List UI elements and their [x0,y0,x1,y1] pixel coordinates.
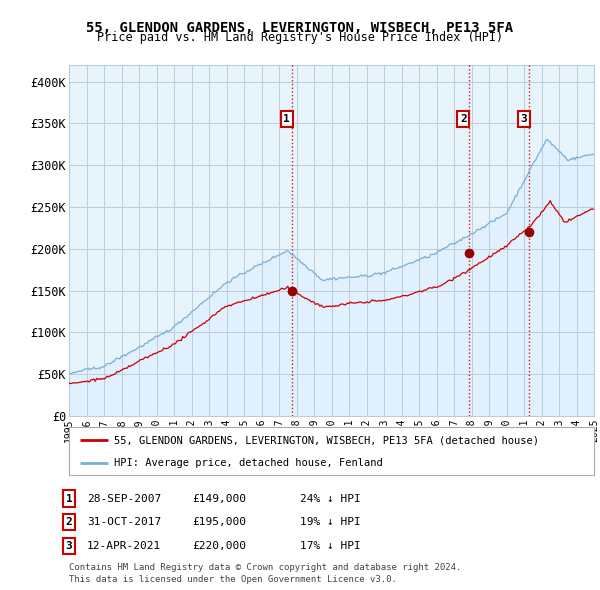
Text: 1: 1 [65,494,73,503]
Text: 1: 1 [284,114,290,124]
Text: 24% ↓ HPI: 24% ↓ HPI [300,494,361,503]
Text: 28-SEP-2007: 28-SEP-2007 [87,494,161,503]
Text: HPI: Average price, detached house, Fenland: HPI: Average price, detached house, Fenl… [113,458,382,468]
Text: 31-OCT-2017: 31-OCT-2017 [87,517,161,527]
Text: £220,000: £220,000 [192,541,246,550]
Text: £195,000: £195,000 [192,517,246,527]
Text: 3: 3 [65,541,73,550]
Text: Price paid vs. HM Land Registry's House Price Index (HPI): Price paid vs. HM Land Registry's House … [97,31,503,44]
Text: 3: 3 [520,114,527,124]
Text: £149,000: £149,000 [192,494,246,503]
Text: 12-APR-2021: 12-APR-2021 [87,541,161,550]
Text: 55, GLENDON GARDENS, LEVERINGTON, WISBECH, PE13 5FA: 55, GLENDON GARDENS, LEVERINGTON, WISBEC… [86,21,514,35]
Text: This data is licensed under the Open Government Licence v3.0.: This data is licensed under the Open Gov… [69,575,397,584]
Text: 19% ↓ HPI: 19% ↓ HPI [300,517,361,527]
Text: 17% ↓ HPI: 17% ↓ HPI [300,541,361,550]
Text: 2: 2 [460,114,467,124]
Text: 2: 2 [65,517,73,527]
Text: Contains HM Land Registry data © Crown copyright and database right 2024.: Contains HM Land Registry data © Crown c… [69,563,461,572]
Text: 55, GLENDON GARDENS, LEVERINGTON, WISBECH, PE13 5FA (detached house): 55, GLENDON GARDENS, LEVERINGTON, WISBEC… [113,435,539,445]
